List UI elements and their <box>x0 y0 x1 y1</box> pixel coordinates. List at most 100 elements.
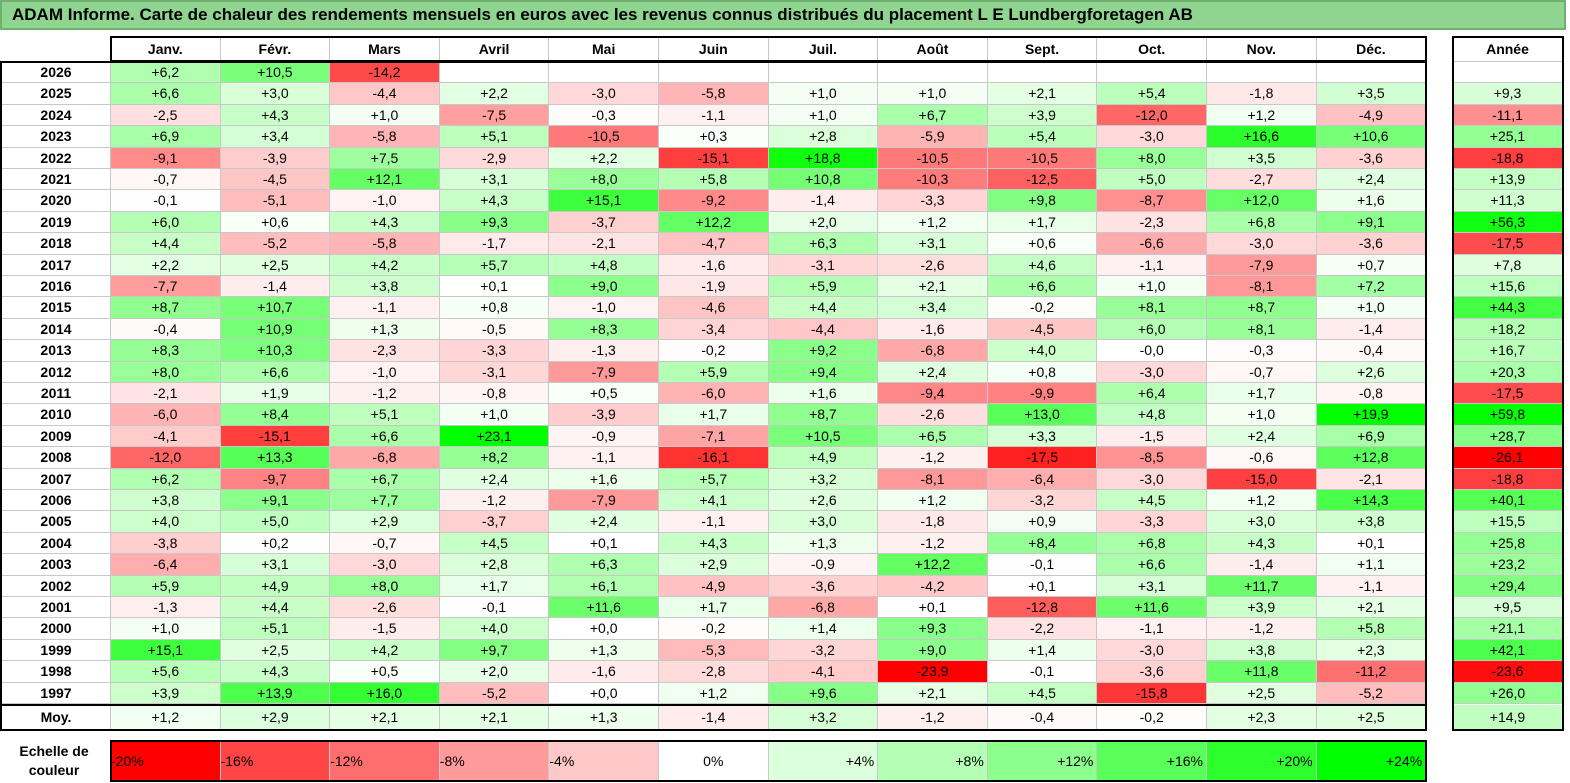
heatmap-cell: +2,9 <box>330 511 440 533</box>
heatmap-cell: +3,9 <box>1207 597 1317 619</box>
heatmap-cell: -2,1 <box>1316 468 1427 490</box>
heatmap-cell: +8,0 <box>330 575 440 597</box>
heatmap-cell: +2,4 <box>878 361 988 383</box>
heatmap-cell: +5,1 <box>330 404 440 426</box>
annual-cell: +40,1 <box>1453 490 1563 512</box>
heatmap-cell: +1,7 <box>659 597 769 619</box>
heatmap-cell: -7,9 <box>1207 254 1317 276</box>
heatmap-cell <box>768 62 879 84</box>
heatmap-cell: -0,1 <box>987 661 1098 683</box>
heatmap-cell: +7,5 <box>330 147 440 169</box>
heatmap-cell: +2,2 <box>111 254 221 276</box>
heatmap-cell: +1,2 <box>878 211 988 234</box>
heatmap-cell: +5,4 <box>987 126 1098 148</box>
heatmap-cell: +1,0 <box>878 83 988 105</box>
heatmap-cell: +2,2 <box>439 83 550 105</box>
year-label: 2009 <box>2 425 111 448</box>
year-label: 2012 <box>2 361 111 383</box>
heatmap-cell: -6,8 <box>768 597 879 619</box>
heatmap-cell: +4,5 <box>439 532 550 555</box>
heatmap-cell: +6,6 <box>330 425 440 448</box>
heatmap-cell: -3,0 <box>1097 361 1207 383</box>
heatmap-cell: +9,1 <box>1316 211 1427 234</box>
heatmap-cell: -3,2 <box>768 639 879 662</box>
annual-cell: +42,1 <box>1453 639 1563 662</box>
heatmap-cell: +4,6 <box>987 254 1098 276</box>
year-label: 2021 <box>2 169 111 191</box>
heatmap-cell: -3,4 <box>659 318 769 341</box>
heatmap-cell: -0,9 <box>549 425 659 448</box>
column-header-8: Sept. <box>987 37 1098 62</box>
heatmap-cell: +11,7 <box>1207 575 1317 597</box>
annual-cell: -18,8 <box>1453 468 1563 490</box>
heatmap-cell: +8,0 <box>111 361 221 383</box>
heatmap-cell: +6,0 <box>1097 318 1207 341</box>
heatmap-cell: -23,9 <box>878 661 988 683</box>
heatmap-cell: -15,8 <box>1097 682 1207 704</box>
heatmap-cell: -4,1 <box>768 661 879 683</box>
average-label: Moy. <box>2 705 111 730</box>
heatmap-cell: -2,8 <box>659 661 769 683</box>
heatmap-cell: +5,1 <box>220 618 331 640</box>
heatmap-cell: -1,1 <box>659 104 769 127</box>
column-header-11: Déc. <box>1316 37 1427 62</box>
heatmap-cell: -4,2 <box>878 575 988 597</box>
heatmap-cell: +9,8 <box>987 190 1098 212</box>
heatmap-cell: +2,1 <box>987 83 1098 105</box>
heatmap-cell: +2,5 <box>220 254 331 276</box>
heatmap-cell: +0,5 <box>549 383 659 405</box>
heatmap-cell: -12,0 <box>1097 104 1207 127</box>
heatmap-cell: -4,5 <box>987 318 1098 341</box>
heatmap-cell: +4,4 <box>220 597 331 619</box>
heatmap-cell: +6,4 <box>1097 383 1207 405</box>
heatmap-cell: +4,0 <box>111 511 221 533</box>
heatmap-cell: -10,5 <box>549 126 659 148</box>
year-label: 2003 <box>2 554 111 576</box>
heatmap-cell: +3,5 <box>1316 83 1427 105</box>
heatmap-cell: +9,3 <box>878 618 988 640</box>
heatmap-cell: +2,4 <box>1316 169 1427 191</box>
heatmap-cell: -0,4 <box>1316 340 1427 362</box>
chart-title: ADAM Informe. Carte de chaleur des rende… <box>0 0 1566 30</box>
heatmap-cell: -0,5 <box>439 318 550 341</box>
annual-cell: +11,3 <box>1453 190 1563 212</box>
heatmap-cell: -8,5 <box>1097 447 1207 469</box>
heatmap-cell: -0,6 <box>1207 447 1317 469</box>
heatmap-cell: +0,2 <box>220 532 331 555</box>
heatmap-cell: -9,9 <box>987 383 1098 405</box>
annual-cell: +29,4 <box>1453 575 1563 597</box>
year-label: 2002 <box>2 575 111 597</box>
average-cell: +2,1 <box>330 705 440 730</box>
heatmap-cell: -1,1 <box>549 447 659 469</box>
heatmap-cell: -5,2 <box>1316 682 1427 704</box>
heatmap-cell: +2,1 <box>878 276 988 298</box>
heatmap-cell: +4,3 <box>220 661 331 683</box>
annual-cell: +23,2 <box>1453 554 1563 576</box>
year-label: 2015 <box>2 297 111 319</box>
year-label: 2011 <box>2 383 111 405</box>
heatmap-cell: -15,0 <box>1207 468 1317 490</box>
heatmap-cell: +2,5 <box>1207 682 1317 704</box>
column-header-0: Janv. <box>111 37 221 62</box>
heatmap-cell: +10,6 <box>1316 126 1427 148</box>
heatmap-cell: -4,4 <box>330 83 440 105</box>
heatmap-cell: +5,0 <box>1097 169 1207 191</box>
heatmap-cell: -3,3 <box>439 340 550 362</box>
heatmap-cell: +8,7 <box>768 404 879 426</box>
heatmap-cell: +0,1 <box>987 575 1098 597</box>
heatmap-cell: -1,7 <box>439 233 550 255</box>
heatmap-cell: -14,2 <box>330 62 440 84</box>
heatmap-cell: +5,8 <box>1316 618 1427 640</box>
heatmap-cell: +3,8 <box>1316 511 1427 533</box>
heatmap-cell: -1,8 <box>1207 83 1317 105</box>
heatmap-cell: +0,0 <box>549 618 659 640</box>
heatmap-cell: +3,3 <box>987 425 1098 448</box>
year-label: 2023 <box>2 126 111 148</box>
average-cell: -1,2 <box>878 705 988 730</box>
heatmap-cell: -3,8 <box>111 532 221 555</box>
annual-cell: +13,9 <box>1453 169 1563 191</box>
heatmap-cell: -0,1 <box>439 597 550 619</box>
heatmap-cell: +13,9 <box>220 682 331 704</box>
heatmap-cell: -0,7 <box>1207 361 1317 383</box>
heatmap-cell: -4,9 <box>659 575 769 597</box>
